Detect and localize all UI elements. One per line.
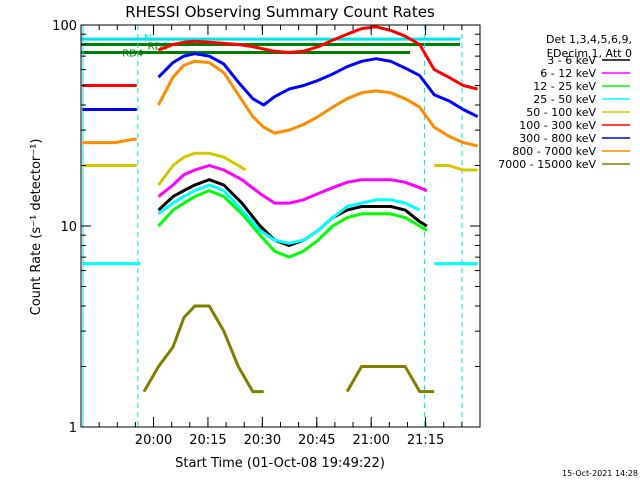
footer-timestamp: 15-Oct-2021 14:28 xyxy=(562,469,638,478)
legend-header: FDecim 1, Att 0 xyxy=(547,47,632,60)
axes: 1 10 100 20:00 20:15 20:30 20:45 21:00 21:15 xyxy=(52,19,481,448)
flag-rd0-label: RD0 xyxy=(148,41,169,52)
series-line xyxy=(157,189,428,259)
y-tick-label: 1 xyxy=(69,421,77,436)
legend-label: 3 - 6 keV xyxy=(547,54,596,67)
x-axis-label: Start Time (01-Oct-08 19:49:22) xyxy=(175,456,385,471)
x-tick-label: 21:00 xyxy=(352,433,389,448)
series-line xyxy=(82,151,478,186)
legend-label: 12 - 25 keV xyxy=(533,80,596,93)
y-axis-label: Count Rate (s⁻¹ detector⁻¹) xyxy=(29,139,44,316)
legend-header: Det 1,3,4,5,6,9, xyxy=(546,33,632,46)
legend: Det 1,3,4,5,6,9,FDecim 1, Att 03 - 6 keV… xyxy=(498,33,632,171)
legend-label: 300 - 800 keV xyxy=(519,132,596,145)
x-tick-label: 21:15 xyxy=(407,433,444,448)
x-tick-label: 20:30 xyxy=(244,433,281,448)
y-tick-label: 10 xyxy=(60,220,77,235)
legend-label: 7000 - 15000 keV xyxy=(498,158,596,171)
legend-label: 100 - 300 keV xyxy=(519,119,596,132)
series-line xyxy=(157,164,428,205)
x-tick-label: 20:00 xyxy=(135,433,172,448)
series-line xyxy=(82,52,479,118)
series-line xyxy=(82,59,479,148)
flag-rd4-label: RD4 xyxy=(122,48,143,59)
legend-label: 25 - 50 keV xyxy=(533,93,596,106)
y-tick-label: 100 xyxy=(52,19,77,34)
series-line xyxy=(82,25,479,91)
legend-label: 800 - 7000 keV xyxy=(512,145,596,158)
legend-label: 6 - 12 keV xyxy=(540,67,596,80)
series-line xyxy=(82,183,478,266)
series-line xyxy=(142,304,435,394)
chart-title: RHESSI Observing Summary Count Rates xyxy=(125,3,435,21)
x-tick-label: 20:45 xyxy=(298,433,335,448)
legend-label: 50 - 100 keV xyxy=(526,106,596,119)
flag-n-label: N xyxy=(144,33,151,44)
x-tick-label: 20:15 xyxy=(189,433,226,448)
